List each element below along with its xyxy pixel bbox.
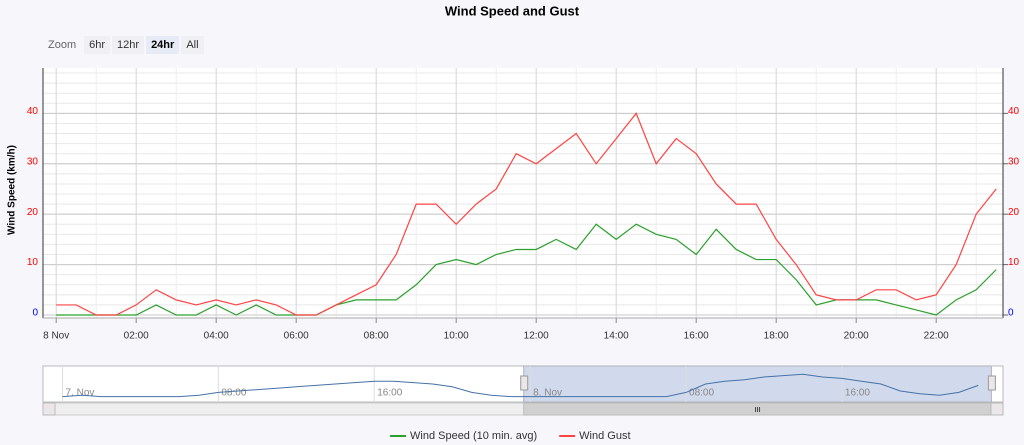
x-tick-label: 20:00 bbox=[844, 331, 869, 342]
y2-tick-label: 20 bbox=[1008, 207, 1020, 218]
navigator-handle[interactable] bbox=[520, 375, 529, 391]
x-tick-label: 14:00 bbox=[604, 331, 629, 342]
y-tick-label: 20 bbox=[27, 207, 39, 218]
chart-title: Wind Speed and Gust bbox=[445, 3, 580, 18]
series-line bbox=[56, 112, 997, 316]
y2-tick-label: 30 bbox=[1008, 156, 1020, 167]
x-tick-label: 08:00 bbox=[364, 331, 389, 342]
zoom-label: Zoom bbox=[48, 39, 77, 51]
navigator-tick-label: 08:00 bbox=[221, 388, 246, 399]
navigator-tick-label: 08:00 bbox=[689, 388, 714, 399]
x-tick-label: 16:00 bbox=[684, 331, 709, 342]
navigator-tick-label: 16:00 bbox=[845, 388, 870, 399]
y-tick-label: 40 bbox=[27, 106, 39, 117]
x-tick-label: 18:00 bbox=[764, 331, 789, 342]
y2-tick-label: 10 bbox=[1008, 257, 1020, 268]
legend-label[interactable]: Wind Gust bbox=[579, 430, 630, 442]
zoom-button[interactable]: 6hr bbox=[84, 36, 111, 54]
zoom-bar: Zoom 6hr 12hr 24hr All bbox=[43, 36, 204, 54]
x-tick-label: 06:00 bbox=[284, 331, 309, 342]
scrollbar-button[interactable] bbox=[990, 402, 1004, 416]
navigator-tick-label: 16:00 bbox=[377, 388, 402, 399]
y-tick-label: 30 bbox=[27, 156, 39, 167]
navigator-handle[interactable] bbox=[987, 375, 996, 391]
y2-tick-label: 40 bbox=[1008, 106, 1020, 117]
plot-area bbox=[43, 68, 1003, 318]
y-axis-title: Wind Speed (km/h) bbox=[7, 145, 18, 235]
navigator-tick-label: 8. Nov bbox=[533, 388, 562, 399]
zoom-button[interactable]: All bbox=[181, 36, 204, 54]
legend-label[interactable]: Wind Speed (10 min. avg) bbox=[410, 430, 537, 442]
x-tick-label: 02:00 bbox=[124, 331, 149, 342]
navigator-tick-label: 7. Nov bbox=[65, 388, 94, 399]
x-tick-label: 22:00 bbox=[924, 331, 949, 342]
y-tick-label: 10 bbox=[27, 257, 39, 268]
y-tick-label: 0 bbox=[32, 308, 38, 319]
x-tick-label: 8 Nov bbox=[43, 331, 69, 342]
scrollbar-button[interactable] bbox=[42, 402, 56, 416]
navigator-line bbox=[62, 373, 979, 398]
zoom-button[interactable]: 24hr bbox=[146, 36, 180, 54]
y2-tick-label: 0 bbox=[1008, 308, 1014, 319]
x-tick-label: 10:00 bbox=[444, 331, 469, 342]
x-tick-label: 12:00 bbox=[524, 331, 549, 342]
zoom-button[interactable]: 12hr bbox=[112, 36, 145, 54]
x-tick-label: 04:00 bbox=[204, 331, 229, 342]
